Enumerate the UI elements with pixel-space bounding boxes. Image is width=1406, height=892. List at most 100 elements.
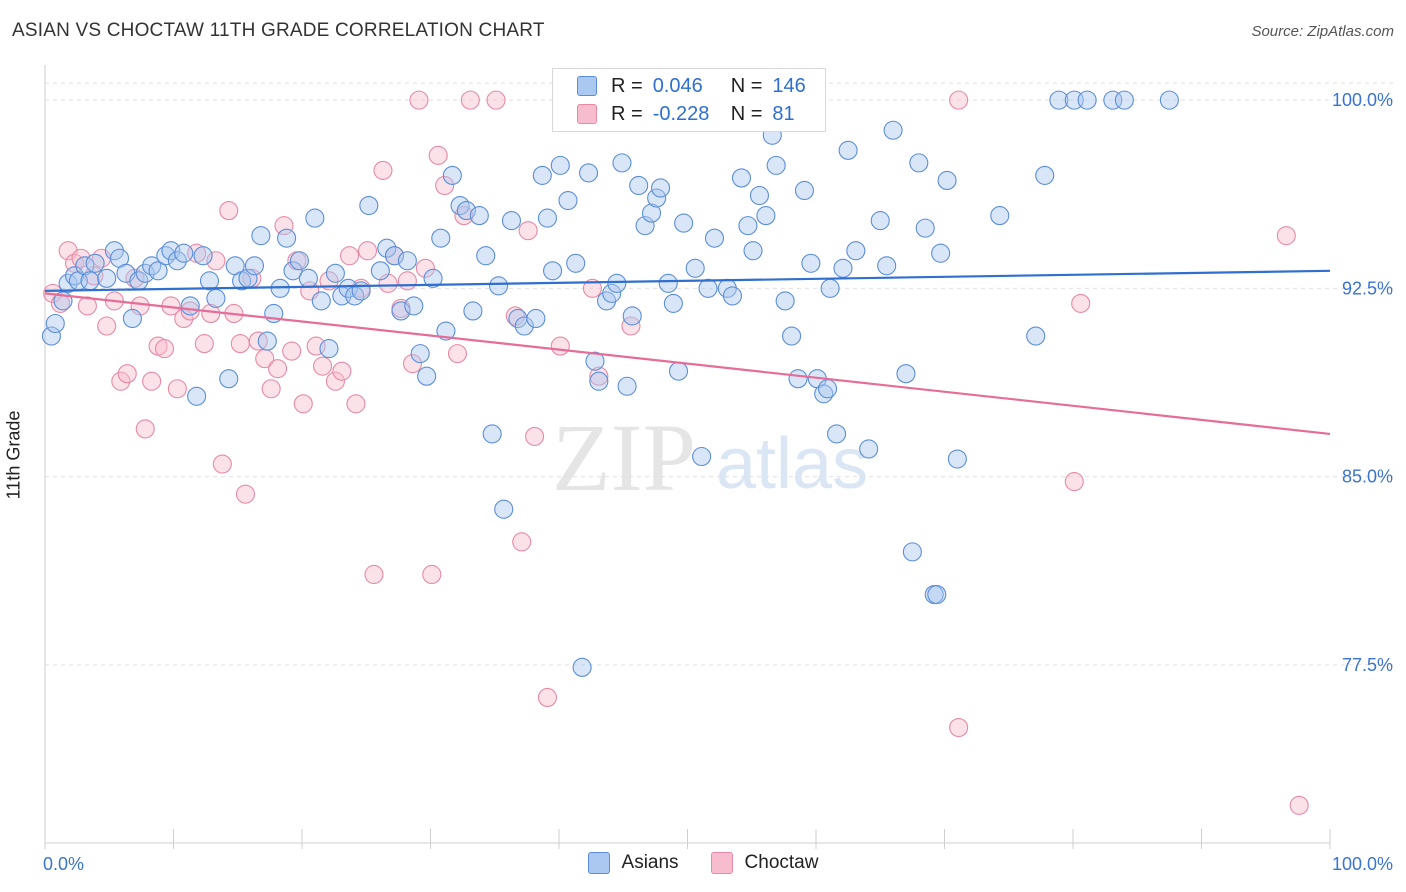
asians-point <box>283 261 303 281</box>
asians-point <box>359 195 379 216</box>
asians-point <box>617 376 637 396</box>
n-label: N = <box>730 74 763 97</box>
asians-point <box>937 170 957 190</box>
source-note: Source: ZipAtlas.com <box>1251 23 1394 40</box>
asians-point <box>775 291 795 311</box>
y-tick-label: 77.5% <box>1342 655 1393 675</box>
n-label: N = <box>730 102 763 125</box>
asians-point <box>658 273 678 293</box>
choctaw-point <box>339 246 360 266</box>
asians-point <box>199 271 220 291</box>
choctaw-point <box>518 221 538 241</box>
asians-point <box>782 326 802 346</box>
asians-point <box>494 499 514 519</box>
choctaw-point <box>373 160 393 180</box>
choctaw-point <box>486 90 506 110</box>
choctaw-point <box>357 241 378 261</box>
asians-point <box>902 542 922 562</box>
watermark-zip: ZIP <box>552 404 696 511</box>
choctaw-point <box>230 334 250 354</box>
choctaw-point <box>1289 795 1309 815</box>
choctaw-point <box>582 278 602 298</box>
legend-item-choctaw[interactable]: Choctaw <box>710 852 818 874</box>
choctaw-point <box>261 379 281 399</box>
choctaw-point <box>313 356 333 376</box>
asians-point <box>731 168 752 188</box>
choctaw-point <box>447 344 468 364</box>
stats-row-choctaw: R = -0.228 N = 81 <box>577 101 795 127</box>
watermark: ZIP atlas <box>552 404 868 511</box>
choctaw-point <box>621 316 641 336</box>
stats-legend: R = 0.046 N = 146 R = -0.228 N = 81 <box>552 68 826 132</box>
asians-point <box>566 253 586 273</box>
asians-point <box>635 216 655 236</box>
asians-point <box>537 208 557 228</box>
asians-point <box>818 379 838 399</box>
asians-point <box>579 163 599 183</box>
choctaw-point <box>364 564 384 585</box>
asians-point <box>311 291 331 311</box>
asians-point <box>550 155 570 175</box>
choctaw-point <box>293 394 313 414</box>
asians-point <box>820 278 840 298</box>
choctaw-point <box>212 454 232 474</box>
asians-point <box>476 246 496 266</box>
axes <box>44 65 1331 849</box>
choctaw-point <box>397 271 417 291</box>
r-value: -0.228 <box>652 102 710 125</box>
asians-point <box>927 584 947 605</box>
asians-point <box>41 326 61 346</box>
choctaw-point <box>512 532 532 552</box>
asians-point <box>743 241 763 261</box>
y-tick-label: 100.0% <box>1332 90 1393 110</box>
asians-point <box>244 256 265 276</box>
asians-point <box>450 195 470 216</box>
series-asians-points <box>41 90 1179 677</box>
choctaw-point <box>274 216 294 236</box>
asians-point <box>674 213 694 233</box>
asians-swatch <box>577 76 597 96</box>
asians-point <box>391 301 411 321</box>
asians-point <box>404 296 424 316</box>
choctaw-point <box>142 371 162 391</box>
asians-point <box>1049 90 1069 110</box>
choctaw-point <box>167 379 187 399</box>
choctaw-point <box>219 201 239 221</box>
asians-point <box>97 268 117 288</box>
choctaw-point <box>460 90 480 110</box>
asians-point <box>612 153 632 173</box>
choctaw-point <box>1064 472 1084 492</box>
x-tick-label-min: 0.0% <box>43 854 84 874</box>
asians-point <box>469 206 489 226</box>
x-tick-label-max: 100.0% <box>1332 854 1393 874</box>
asians-point <box>1026 326 1046 346</box>
asians-point <box>1077 90 1097 110</box>
choctaw-point <box>206 251 226 271</box>
trend-lines <box>44 269 1331 436</box>
choctaw-swatch <box>577 104 597 124</box>
asians-point <box>788 369 808 389</box>
n-value: 81 <box>772 102 795 125</box>
choctaw-trend-line <box>44 292 1331 436</box>
legend-item-asians[interactable]: Asians <box>587 852 679 874</box>
asians-point <box>838 140 858 160</box>
asians-point <box>794 180 814 201</box>
r-label: R = <box>611 74 643 97</box>
gridlines <box>45 82 1395 666</box>
asians-point <box>877 256 897 276</box>
asians-point <box>668 361 689 381</box>
tick-labels: 77.5% 85.0% 92.5% 100.0% 0.0% 100.0% <box>43 90 1393 874</box>
choctaw-point <box>332 361 352 381</box>
asians-point <box>896 364 916 384</box>
asians-point <box>526 308 546 329</box>
choctaw-swatch <box>710 852 733 874</box>
asians-point <box>870 211 890 231</box>
choctaw-point <box>117 364 137 384</box>
choctaw-point <box>409 90 429 110</box>
asians-point <box>685 258 705 278</box>
asians-point <box>148 261 168 281</box>
choctaw-point <box>415 258 435 278</box>
asians-point <box>325 263 345 283</box>
choctaw-point <box>111 371 131 391</box>
asians-point <box>423 268 443 288</box>
